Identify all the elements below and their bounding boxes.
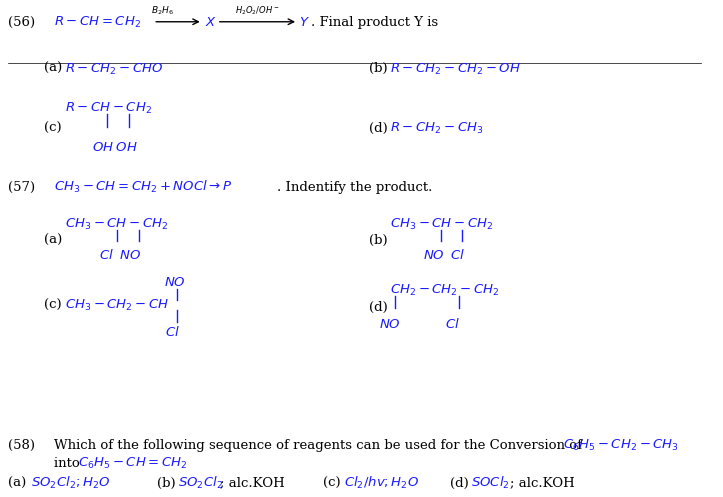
Text: (b): (b) [369, 234, 388, 247]
Text: $CH_3-CH=CH_2+NOCl\rightarrow P$: $CH_3-CH=CH_2+NOCl\rightarrow P$ [54, 178, 233, 195]
Text: $C_6H_5-CH=CH_2$: $C_6H_5-CH=CH_2$ [77, 456, 187, 471]
Text: (57): (57) [9, 180, 35, 193]
Text: $H_2O_2/OH^-$: $H_2O_2/OH^-$ [235, 4, 279, 17]
Text: Which of the following sequence of reagents can be used for the Conversion of: Which of the following sequence of reage… [54, 439, 586, 452]
Text: . Final product Y is: . Final product Y is [311, 16, 438, 29]
Text: $Y$: $Y$ [299, 16, 310, 29]
Text: $SO_2Cl_2;H_2O$: $SO_2Cl_2;H_2O$ [31, 475, 111, 491]
Text: (a): (a) [9, 477, 27, 490]
Text: $CH_3-CH_2-CH$: $CH_3-CH_2-CH$ [65, 298, 169, 313]
Text: $NO$: $NO$ [164, 276, 186, 289]
Text: $CH_3-CH-CH_2$: $CH_3-CH-CH_2$ [390, 216, 493, 232]
Text: (d): (d) [369, 121, 388, 135]
Text: (a): (a) [44, 63, 62, 76]
Text: $R-CH_2-CH_2-OH$: $R-CH_2-CH_2-OH$ [390, 62, 521, 77]
Text: $OH\;OH$: $OH\;OH$ [92, 141, 138, 154]
Text: (a): (a) [44, 234, 62, 247]
Text: (c): (c) [322, 477, 341, 490]
Text: $B_2H_6$: $B_2H_6$ [151, 4, 174, 17]
Text: $NO\;\;Cl$: $NO\;\;Cl$ [423, 248, 466, 262]
Text: $X$: $X$ [205, 16, 217, 29]
Text: $Cl\;\;NO$: $Cl\;\;NO$ [99, 248, 141, 262]
Text: $Cl_2/hv;H_2O$: $Cl_2/hv;H_2O$ [344, 475, 419, 491]
Text: ; alc.KOH: ; alc.KOH [510, 477, 575, 490]
Text: $NO$: $NO$ [380, 318, 401, 331]
Text: $R-CH=CH_2$: $R-CH=CH_2$ [54, 15, 142, 30]
Text: $R-CH-CH_2$: $R-CH-CH_2$ [65, 101, 152, 116]
Text: $SO_2Cl_2$: $SO_2Cl_2$ [178, 475, 223, 491]
Text: (c): (c) [44, 121, 61, 135]
Text: (b): (b) [369, 63, 388, 76]
Text: $R-CH_2-CH_3$: $R-CH_2-CH_3$ [390, 120, 484, 136]
Text: $SOCl_2$: $SOCl_2$ [471, 475, 510, 491]
Text: $CH_2-CH_2-CH_2$: $CH_2-CH_2-CH_2$ [390, 283, 500, 298]
Text: into: into [54, 457, 85, 470]
Text: (56): (56) [9, 16, 35, 29]
Text: ; alc.KOH: ; alc.KOH [221, 477, 285, 490]
Text: (b): (b) [157, 477, 176, 490]
Text: $Cl$: $Cl$ [445, 317, 460, 331]
Text: (c): (c) [44, 299, 61, 312]
Text: $C_6H_5-CH_2-CH_3$: $C_6H_5-CH_2-CH_3$ [563, 438, 679, 453]
Text: (d): (d) [369, 301, 388, 314]
Text: $Cl$: $Cl$ [166, 325, 180, 338]
Text: (58): (58) [9, 439, 35, 452]
Text: . Indentify the product.: . Indentify the product. [277, 180, 432, 193]
Text: $R-CH_2-CHO$: $R-CH_2-CHO$ [65, 62, 163, 77]
Text: $CH_3-CH-CH_2$: $CH_3-CH-CH_2$ [65, 216, 168, 232]
Text: (d): (d) [450, 477, 469, 490]
